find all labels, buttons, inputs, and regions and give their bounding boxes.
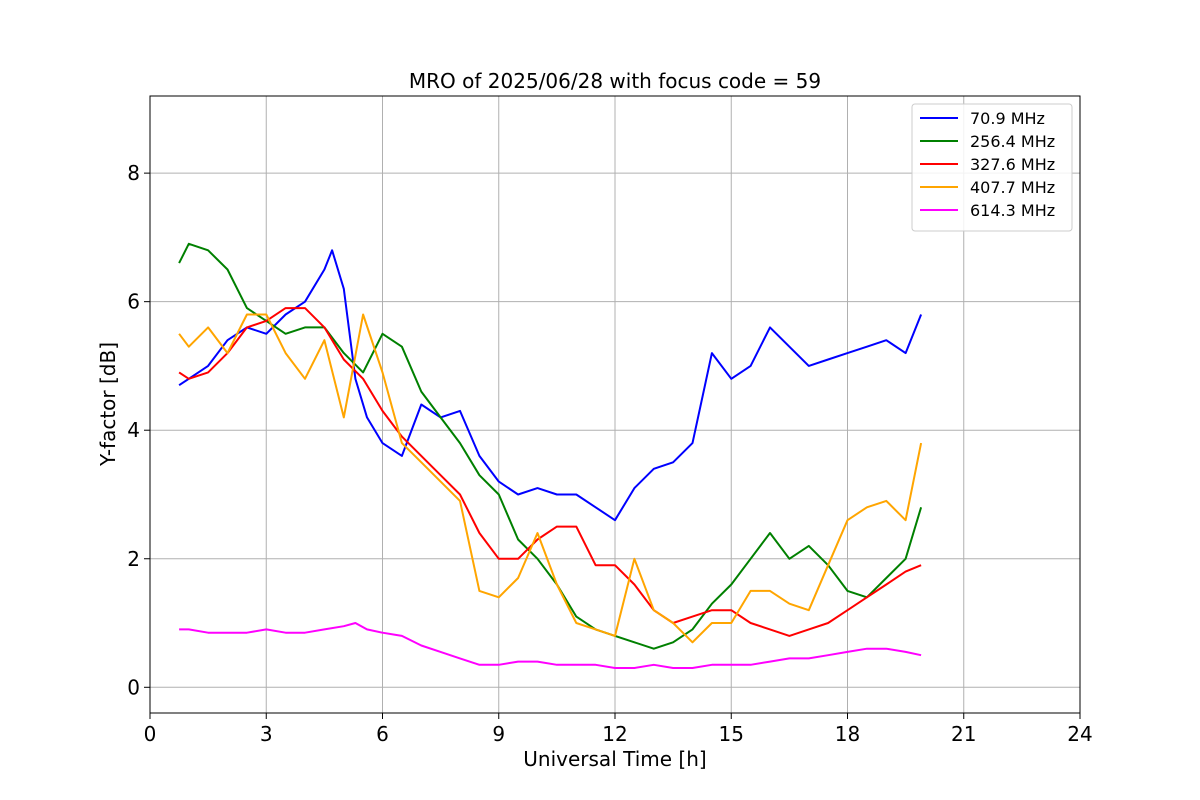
y-axis-label: Y-factor [dB] <box>96 342 120 467</box>
legend-label: 614.3 MHz <box>970 201 1055 220</box>
series-line-3 <box>178 313 923 644</box>
series-line-4 <box>179 622 922 669</box>
y-tick-label: 4 <box>127 418 140 442</box>
legend-label: 407.7 MHz <box>970 178 1055 197</box>
series-line-2 <box>178 307 922 637</box>
x-tick-label: 9 <box>492 722 505 746</box>
series-line-1 <box>178 242 923 650</box>
legend-label: 70.9 MHz <box>970 109 1045 128</box>
y-tick-label: 6 <box>127 290 140 314</box>
legend: 70.9 MHz 256.4 MHz 327.6 MHz 407.7 MHz 614.3… <box>911 103 1073 232</box>
x-tick-label: 6 <box>376 722 389 746</box>
y-tick-label: 0 <box>127 675 140 699</box>
series-line-0 <box>178 249 923 522</box>
x-tick-label: 18 <box>835 722 860 746</box>
legend-box <box>911 103 1073 232</box>
x-tick-label: 15 <box>719 722 744 746</box>
y-tick-label: 8 <box>127 161 140 185</box>
legend-label: 256.4 MHz <box>970 132 1055 151</box>
x-tick-label: 24 <box>1067 722 1092 746</box>
legend-label: 327.6 MHz <box>970 155 1055 174</box>
x-tick-label: 3 <box>260 722 273 746</box>
y-tick-label: 2 <box>127 547 140 571</box>
x-tick-label: 0 <box>144 722 157 746</box>
chart-title: MRO of 2025/06/28 with focus code = 59 <box>409 69 821 93</box>
x-tick-label: 12 <box>602 722 627 746</box>
x-tick-label: 21 <box>951 722 976 746</box>
series-group <box>178 242 923 669</box>
x-axis-label: Universal Time [h] <box>523 747 706 771</box>
